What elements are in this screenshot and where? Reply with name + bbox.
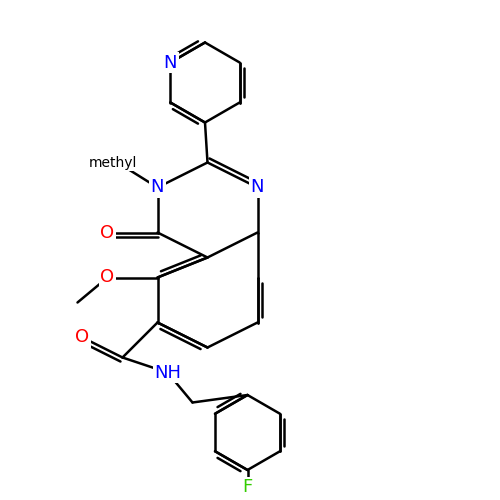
Text: N: N — [251, 178, 264, 196]
Text: N: N — [151, 178, 164, 196]
Text: O: O — [100, 224, 114, 242]
Text: O: O — [76, 328, 90, 346]
Text: N: N — [164, 54, 177, 72]
Text: methyl: methyl — [88, 156, 136, 170]
Text: NH: NH — [154, 364, 181, 382]
Text: F: F — [242, 478, 252, 496]
Text: N: N — [164, 54, 177, 72]
Text: O: O — [100, 268, 114, 286]
